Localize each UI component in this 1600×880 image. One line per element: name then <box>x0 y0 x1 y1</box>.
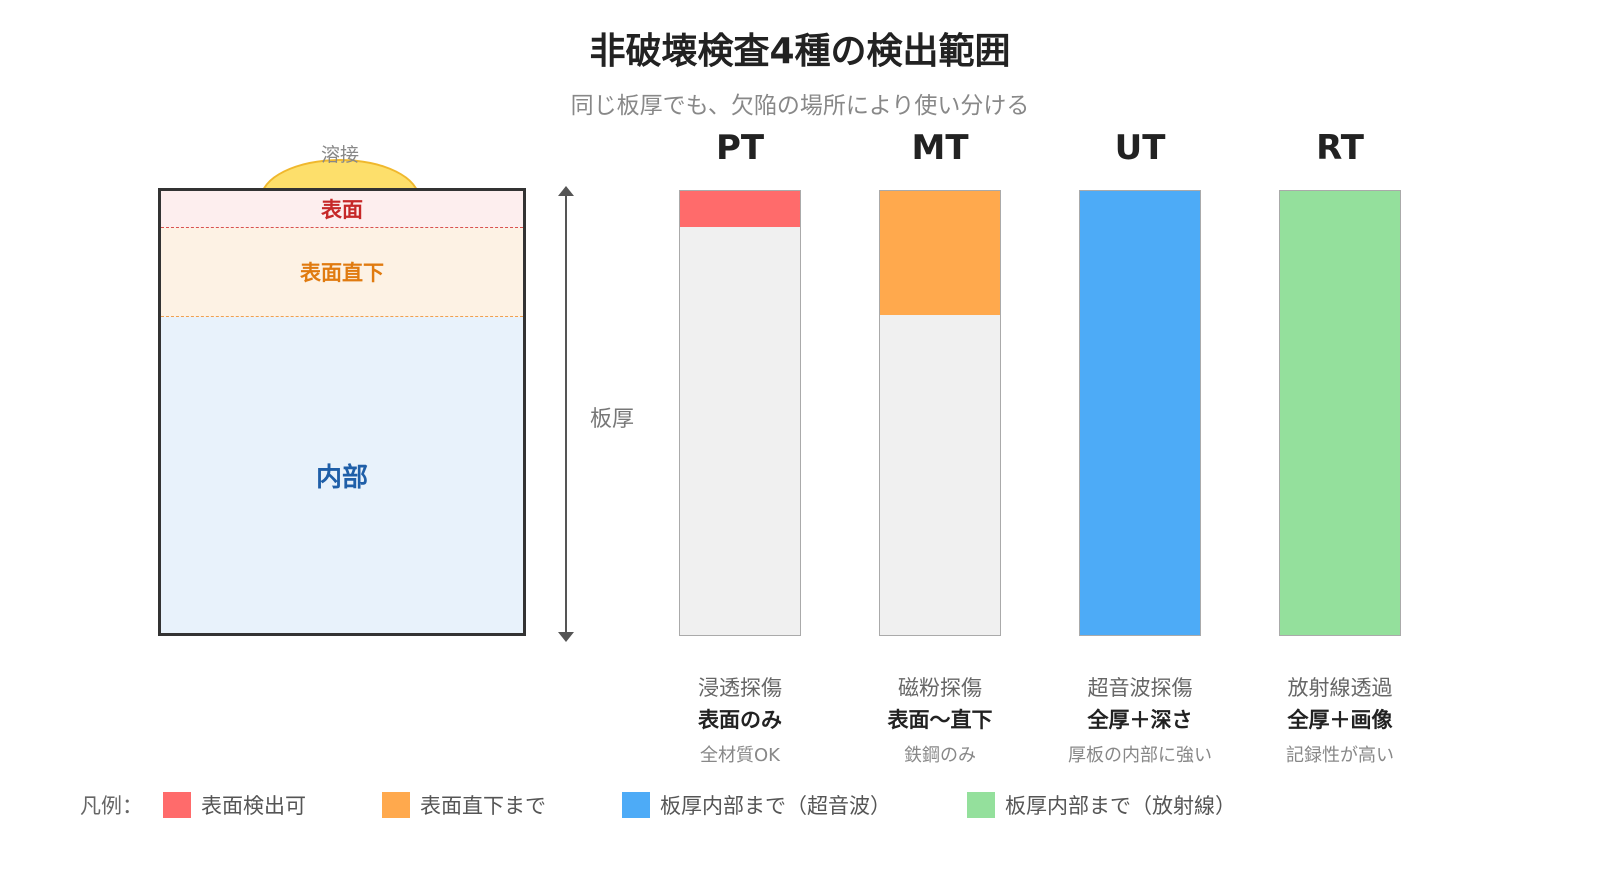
method-column-rt: RT 放射線透過 全厚＋画像 記録性が高い <box>1240 128 1440 766</box>
zone-interior: 内部 <box>161 317 523 633</box>
method-column-mt: MT 磁粉探傷 表面〜直下 鉄鋼のみ <box>840 128 1040 766</box>
method-name: 超音波探傷 <box>1087 676 1193 700</box>
method-code: RT <box>1316 128 1364 168</box>
legend-label: 表面直下まで <box>420 794 546 818</box>
coverage-bar <box>1279 190 1401 636</box>
coverage-bar <box>879 190 1001 636</box>
thickness-label: 板厚 <box>590 407 635 432</box>
legend-swatch <box>163 792 191 818</box>
method-range: 表面〜直下 <box>887 708 993 732</box>
legend-item: 表面直下まで <box>382 790 546 820</box>
legend-label: 表面検出可 <box>201 794 306 818</box>
coverage-bar <box>679 190 801 636</box>
legend-item: 板厚内部まで（放射線） <box>967 790 1236 820</box>
diagram-title: 非破壊検査4種の検出範囲 <box>589 31 1011 72</box>
method-name: 放射線透過 <box>1287 676 1393 700</box>
method-range: 表面のみ <box>698 708 782 732</box>
legend: 凡例： 表面検出可 表面直下まで 板厚内部まで（超音波） 板厚内部まで（放射線） <box>80 790 1236 820</box>
thickness-line <box>565 190 567 636</box>
coverage-fill <box>880 191 1000 316</box>
legend-label: 板厚内部まで（超音波） <box>660 794 891 818</box>
method-note: 鉄鋼のみ <box>904 745 976 766</box>
weld-label: 溶接 <box>320 144 359 166</box>
method-name: 浸透探傷 <box>698 676 782 700</box>
legend-item: 板厚内部まで（超音波） <box>622 790 891 820</box>
method-code: MT <box>911 128 969 168</box>
method-note: 全材質OK <box>700 745 780 766</box>
method-range: 全厚＋深さ <box>1087 708 1193 732</box>
legend-swatch <box>967 792 995 818</box>
legend-label: 板厚内部まで（放射線） <box>1005 794 1236 818</box>
method-code: PT <box>715 128 765 168</box>
method-note: 厚板の内部に強い <box>1068 745 1212 766</box>
method-code: UT <box>1114 128 1166 168</box>
coverage-fill <box>1080 191 1200 635</box>
method-column-ut: UT 超音波探傷 全厚＋深さ 厚板の内部に強い <box>1040 128 1240 766</box>
diagram-subtitle: 同じ板厚でも、欠陥の場所により使い分ける <box>570 93 1030 119</box>
method-range: 全厚＋画像 <box>1287 708 1393 732</box>
legend-swatch <box>382 792 410 818</box>
plate-cross-section: 表面 表面直下 内部 <box>158 188 526 636</box>
coverage-fill <box>1280 191 1400 635</box>
coverage-bar <box>1079 190 1201 636</box>
thickness-arrow-bottom <box>558 632 574 642</box>
zone-subsurface: 表面直下 <box>161 228 523 317</box>
legend-swatch <box>622 792 650 818</box>
zone-surface: 表面 <box>161 191 523 228</box>
legend-title: 凡例： <box>80 794 143 818</box>
method-name: 磁粉探傷 <box>898 676 982 700</box>
method-column-pt: PT 浸透探傷 表面のみ 全材質OK <box>640 128 840 766</box>
coverage-fill <box>680 191 800 227</box>
legend-item: 表面検出可 <box>163 790 306 820</box>
method-note: 記録性が高い <box>1286 745 1394 766</box>
